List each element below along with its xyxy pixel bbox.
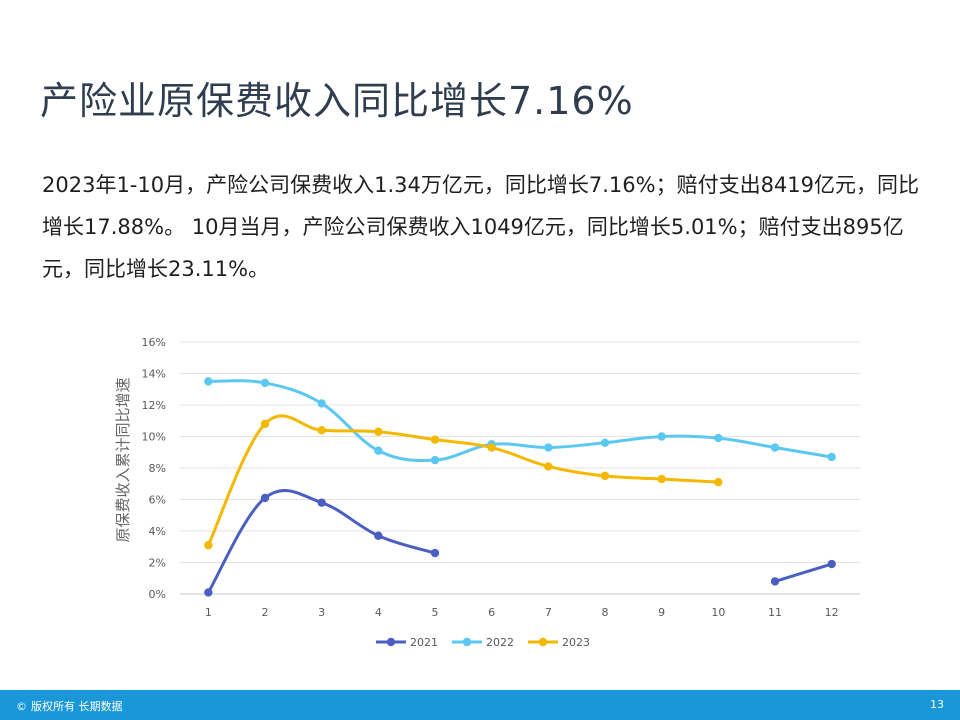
legend-label: 2021	[410, 636, 438, 649]
y-tick-label: 4%	[149, 525, 166, 538]
data-point-2023	[600, 471, 610, 481]
summary-paragraph: 2023年1-10月，产险公司保费收入1.34万亿元，同比增长7.16%；赔付支…	[42, 173, 920, 281]
series-line-2023	[206, 414, 720, 547]
series-2021	[204, 488, 836, 597]
x-tick-label: 8	[602, 606, 609, 619]
data-point-2023	[657, 474, 666, 484]
y-tick-label: 8%	[149, 462, 166, 475]
data-point-2022	[657, 432, 666, 441]
data-point-2023	[544, 462, 553, 471]
legend-marker	[538, 637, 548, 647]
legend-item-2023: 2023	[528, 636, 590, 649]
x-tick-label: 11	[768, 606, 782, 619]
copyright-text: © 版权所有 长期数据	[16, 698, 123, 714]
page-title: 产险业原保费收入同比增长7.16%	[40, 79, 634, 123]
x-tick-label: 4	[375, 606, 382, 619]
growth-line-chart: 0%2%4%6%8%10%12%14%16% 1 2 3 4 5 6 7 8 9 10 11 12 原…	[114, 336, 860, 649]
data-point-2021	[374, 531, 383, 540]
legend-marker	[462, 637, 472, 647]
legend-label: 2022	[486, 636, 514, 649]
data-point-2022	[544, 443, 553, 452]
x-tick-label: 5	[432, 606, 439, 619]
data-point-2023	[317, 426, 326, 435]
legend-item-2022: 2022	[452, 636, 514, 649]
y-tick-label: 12%	[142, 399, 166, 412]
data-point-2022	[827, 452, 836, 462]
data-point-2023	[714, 477, 723, 487]
data-point-2023	[430, 435, 440, 444]
y-axis-label: 原保费收入累计同比增速	[114, 377, 132, 542]
legend-marker	[386, 637, 396, 647]
x-tick-label: 12	[825, 606, 839, 619]
page-number: 13	[930, 698, 944, 711]
x-tick-label: 2	[262, 606, 269, 619]
data-point-2021	[827, 559, 836, 569]
series-2022	[204, 377, 836, 465]
data-point-2023	[374, 427, 383, 436]
data-point-2021	[204, 588, 213, 597]
x-tick-label: 7	[545, 606, 552, 619]
data-point-2023	[204, 540, 213, 550]
data-point-2022	[770, 443, 780, 452]
legend-item-2021: 2021	[376, 636, 438, 649]
copyright-symbol: ©	[16, 700, 27, 713]
data-point-2022	[204, 377, 213, 386]
y-tick-label: 14%	[142, 368, 166, 381]
data-point-2022	[317, 399, 326, 408]
y-axis-ticks: 0% 2% 4% 6% 8% 10% 12% 14% 16%	[142, 336, 166, 601]
copyright-label: 版权所有 长期数据	[31, 700, 123, 713]
data-point-2022	[374, 446, 383, 455]
data-point-2022	[260, 378, 270, 388]
series-lines	[204, 377, 836, 597]
series-line-2021	[773, 562, 834, 583]
x-tick-label: 6	[488, 606, 495, 619]
y-tick-label: 6%	[149, 494, 166, 507]
x-tick-label: 1	[205, 606, 212, 619]
data-point-2021	[260, 493, 270, 503]
data-point-2022	[714, 433, 723, 443]
x-tick-label: 10	[711, 606, 725, 619]
data-point-2023	[487, 443, 496, 452]
y-tick-label: 0%	[149, 588, 166, 601]
series-2023	[204, 414, 723, 550]
x-tick-label: 3	[318, 606, 325, 619]
data-point-2022	[600, 438, 610, 447]
data-point-2021	[317, 498, 326, 507]
series-line-2022	[206, 379, 834, 463]
data-point-2022	[430, 455, 440, 465]
legend-label: 2023	[562, 636, 590, 649]
footer-bar: © 版权所有 长期数据 13	[0, 690, 960, 720]
legend: 2021 2022 2023	[376, 636, 590, 649]
x-tick-label: 9	[658, 606, 665, 619]
y-tick-label: 16%	[142, 336, 166, 349]
gridlines	[180, 341, 860, 595]
x-axis-ticks: 1 2 3 4 5 6 7 8 9 10 11 12	[205, 606, 839, 619]
y-tick-label: 2%	[149, 557, 166, 570]
y-tick-label: 10%	[142, 431, 166, 444]
data-point-2021	[770, 577, 780, 586]
data-point-2021	[430, 548, 440, 558]
data-point-2023	[260, 419, 270, 429]
